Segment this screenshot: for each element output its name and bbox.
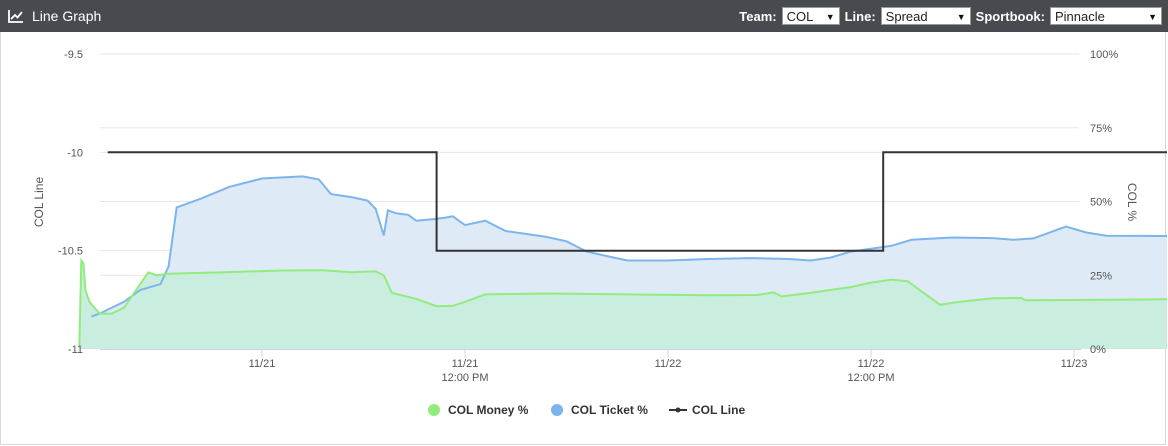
- y-right-tick-label: 50%: [1090, 197, 1112, 209]
- chart-header: Line Graph Team: COL ▼ Line: Spread ▼ Sp…: [0, 0, 1168, 32]
- chevron-down-icon: ▼: [825, 12, 835, 22]
- line-select-value: Spread: [885, 9, 928, 24]
- sportbook-select[interactable]: Pinnacle ▼: [1050, 7, 1162, 25]
- area-fills: [79, 176, 1167, 349]
- chevron-down-icon: ▼: [1148, 12, 1157, 22]
- team-label: Team:: [739, 8, 777, 24]
- y-axis-left-title: COL Line: [32, 177, 46, 228]
- chart-controls: Team: COL ▼ Line: Spread ▼ Sportbook: Pi…: [739, 0, 1162, 32]
- ticket-series-line: [91, 175, 1167, 318]
- y-right-tick-label: 75%: [1090, 123, 1112, 135]
- chart-container: -9.5 -10 -10.5 -11 100% 75% 50% 25% 0% 11/21 11/21…: [0, 32, 1167, 445]
- money-area: [79, 260, 1167, 349]
- y-right-tick-label: 100%: [1090, 49, 1118, 61]
- chart-legend: COL Money % COL Ticket % COL Line: [428, 403, 745, 417]
- x-tick-label: 11/21: [249, 358, 276, 370]
- y-left-tick-label: -10.5: [58, 246, 83, 258]
- y-right-tick-label: 0%: [1090, 344, 1106, 356]
- legend-col-line-dot: [675, 407, 681, 413]
- x-tick-label: 11/22: [858, 358, 885, 370]
- title-group: Line Graph: [8, 0, 101, 32]
- team-select[interactable]: COL ▼: [781, 7, 840, 25]
- y-left-tick-label: -11: [68, 344, 83, 356]
- page-title: Line Graph: [32, 8, 102, 24]
- col-line-series: [107, 151, 1167, 252]
- money-series-line: [78, 257, 1167, 347]
- x-tick-label: 11/22: [655, 358, 682, 370]
- y-left-tick-label: -9.5: [64, 49, 83, 61]
- y-axis-right-title: COL %: [1125, 183, 1139, 222]
- legend-money-label: COL Money %: [448, 403, 529, 417]
- x-tick-sublabel: 12:00 PM: [847, 372, 894, 384]
- team-select-value: COL: [786, 9, 814, 24]
- legend-money-marker: [428, 404, 440, 416]
- y-left-tick-label: -10: [67, 147, 83, 159]
- sportbook-select-value: Pinnacle: [1055, 9, 1105, 24]
- line-chart-icon: [8, 10, 23, 23]
- x-tick-label: 11/21: [452, 358, 479, 370]
- legend-ticket-label: COL Ticket %: [571, 403, 648, 417]
- line-label: Line:: [844, 8, 876, 24]
- line-chart: -9.5 -10 -10.5 -11 100% 75% 50% 25% 0% 11/21 11/21…: [32, 49, 1167, 417]
- x-tick-sublabel: 12:00 PM: [441, 372, 488, 384]
- chevron-down-icon: ▼: [956, 12, 966, 22]
- legend-ticket-marker: [551, 404, 563, 416]
- legend-col-line-label: COL Line: [692, 403, 745, 417]
- series-lines: [78, 151, 1167, 347]
- x-tick-label: 11/23: [1061, 358, 1088, 370]
- y-right-tick-label: 25%: [1090, 270, 1112, 282]
- axes: -9.5 -10 -10.5 -11 100% 75% 50% 25% 0% 11/21 11/21…: [58, 49, 1118, 384]
- sportbook-label: Sportbook:: [975, 8, 1045, 24]
- line-select[interactable]: Spread ▼: [880, 7, 971, 25]
